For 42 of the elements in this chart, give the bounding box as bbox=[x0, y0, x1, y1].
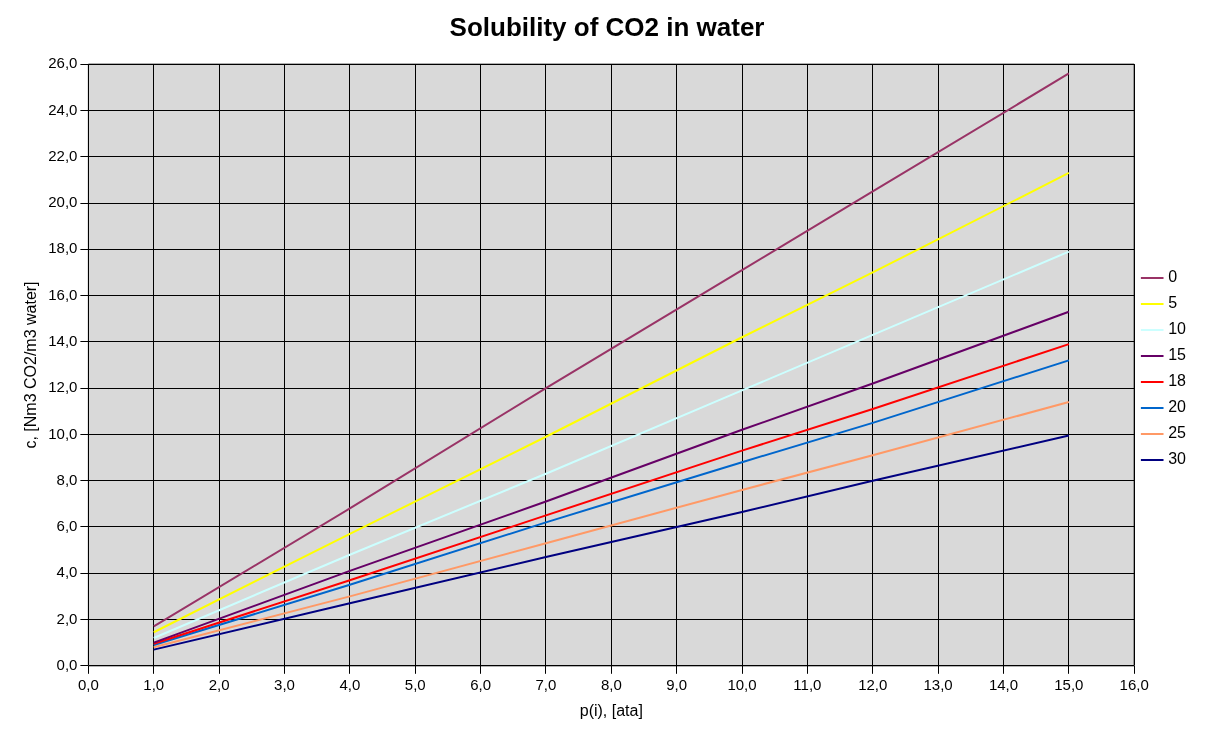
chart-title: Solubility of CO2 in water bbox=[449, 11, 765, 42]
y-tick-label: 2,0 bbox=[56, 609, 78, 627]
x-tick-label: 13,0 bbox=[923, 675, 953, 693]
x-tick-label: 16,0 bbox=[1119, 675, 1149, 693]
x-tick-label: 3,0 bbox=[274, 675, 295, 693]
y-tick-label: 0,0 bbox=[56, 655, 78, 673]
x-tick-label: 5,0 bbox=[404, 675, 426, 693]
y-tick-label: 20,0 bbox=[48, 193, 78, 211]
x-tick-label: 4,0 bbox=[339, 675, 361, 693]
y-tick-label: 4,0 bbox=[56, 563, 78, 581]
y-tick-label: 26,0 bbox=[48, 54, 78, 72]
legend-label: 15 bbox=[1168, 346, 1187, 364]
x-tick-label: 0,0 bbox=[77, 675, 99, 693]
y-tick-label: 14,0 bbox=[48, 332, 78, 349]
x-tick-label: 10,0 bbox=[727, 675, 757, 693]
y-axis-title: c, [Nm3 CO2/m3 water] bbox=[22, 281, 40, 449]
y-tick-label: 6,0 bbox=[56, 517, 78, 535]
legend-label: 18 bbox=[1168, 372, 1187, 390]
y-tick-label: 22,0 bbox=[48, 146, 78, 164]
y-tick-label: 16,0 bbox=[48, 285, 78, 303]
y-tick-label: 8,0 bbox=[56, 470, 78, 488]
legend-label: 20 bbox=[1168, 398, 1187, 416]
x-tick-label: 12,0 bbox=[858, 675, 888, 693]
legend-label: 0 bbox=[1168, 268, 1178, 286]
x-tick-label: 1,0 bbox=[143, 675, 165, 693]
legend-label: 25 bbox=[1168, 424, 1187, 442]
x-tick-label: 15,0 bbox=[1054, 675, 1084, 693]
x-tick-label: 11,0 bbox=[793, 675, 822, 693]
legend-label: 10 bbox=[1168, 320, 1187, 338]
x-tick-label: 14,0 bbox=[988, 675, 1019, 693]
legend-label: 5 bbox=[1168, 294, 1178, 312]
legend-label: 30 bbox=[1168, 450, 1187, 468]
y-tick-label: 12,0 bbox=[48, 378, 78, 396]
x-tick-label: 6,0 bbox=[470, 675, 491, 693]
x-tick-label: 7,0 bbox=[535, 675, 557, 693]
y-tick-label: 10,0 bbox=[48, 424, 78, 442]
x-axis-title: p(i), [ata] bbox=[579, 701, 643, 719]
y-tick-label: 24,0 bbox=[48, 100, 78, 118]
y-tick-label: 18,0 bbox=[48, 239, 78, 257]
x-tick-label: 8,0 bbox=[600, 675, 622, 693]
x-tick-label: 9,0 bbox=[666, 675, 688, 693]
x-tick-label: 2,0 bbox=[208, 675, 230, 693]
